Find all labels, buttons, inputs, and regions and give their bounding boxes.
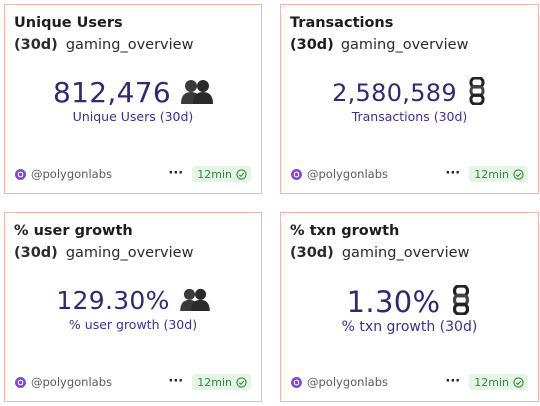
- badge-label: 12min: [197, 375, 232, 389]
- card-title[interactable]: % user growth: [14, 223, 133, 239]
- check-circle-icon: [513, 376, 524, 388]
- card-footer: @polygonlabs ··· 12min: [15, 373, 251, 391]
- polygon-logo-icon: [291, 376, 302, 388]
- card-subtitle-prefix: (30d): [14, 245, 58, 261]
- metric-value: 2,580,589: [332, 79, 457, 107]
- metric-value: 1.30%: [346, 285, 441, 319]
- card-header: % user growth (30d) gaming_overview: [14, 220, 253, 264]
- counter-card-user-growth[interactable]: % user growth (30d) gaming_overview 129.3…: [4, 212, 262, 402]
- chain-emoji-icon: [467, 76, 487, 109]
- card-header: Unique Users (30d) gaming_overview: [14, 12, 253, 56]
- card-footer: @polygonlabs ··· 12min: [291, 373, 528, 391]
- card-subtitle-prefix: (30d): [290, 245, 334, 261]
- badge-label: 12min: [474, 375, 509, 389]
- card-subtitle[interactable]: gaming_overview: [341, 245, 470, 261]
- card-footer: @polygonlabs ··· 12min: [291, 165, 528, 183]
- metric-caption: Unique Users (30d): [72, 109, 194, 124]
- author-name: @polygonlabs: [307, 375, 388, 389]
- metric-caption: Transactions (30d): [351, 109, 468, 124]
- more-options-button[interactable]: ···: [445, 166, 461, 181]
- metric-block: 1.30% % txn growth (30d): [281, 284, 538, 335]
- card-subtitle[interactable]: gaming_overview: [65, 245, 194, 261]
- check-circle-icon: [513, 168, 524, 180]
- card-header: Transactions (30d) gaming_overview: [290, 12, 530, 56]
- card-header: % txn growth (30d) gaming_overview: [290, 220, 530, 264]
- card-footer: @polygonlabs ··· 12min: [15, 165, 251, 183]
- badge-label: 12min: [474, 167, 509, 181]
- polygon-logo-icon: [15, 168, 26, 180]
- counter-card-unique-users[interactable]: Unique Users (30d) gaming_overview 812,47…: [4, 4, 262, 194]
- more-options-button[interactable]: ···: [445, 374, 461, 389]
- card-subtitle[interactable]: gaming_overview: [340, 37, 469, 53]
- author-name: @polygonlabs: [31, 167, 112, 181]
- more-options-button[interactable]: ···: [168, 374, 184, 389]
- more-options-button[interactable]: ···: [168, 166, 184, 181]
- metric-block: 812,476 Unique Users (30d): [5, 77, 261, 125]
- badge-label: 12min: [197, 167, 232, 181]
- card-title[interactable]: Transactions (30d): [290, 15, 394, 53]
- author-link[interactable]: @polygonlabs: [291, 375, 388, 389]
- metric-block: 2,580,589 Transactions (30d): [281, 76, 538, 125]
- polygon-logo-icon: [291, 168, 302, 180]
- author-link[interactable]: @polygonlabs: [291, 167, 388, 181]
- card-subtitle-prefix: (30d): [14, 37, 58, 53]
- refresh-status-badge[interactable]: 12min: [192, 374, 251, 390]
- users-emoji-icon: [180, 78, 213, 108]
- refresh-status-badge[interactable]: 12min: [192, 166, 251, 182]
- author-name: @polygonlabs: [307, 167, 388, 181]
- metric-value: 129.30%: [56, 286, 170, 315]
- metric-block: 129.30% % user growth (30d): [5, 285, 261, 333]
- card-title[interactable]: Unique Users: [14, 15, 123, 31]
- card-title[interactable]: % txn growth: [290, 223, 400, 239]
- card-subtitle[interactable]: gaming_overview: [65, 37, 194, 53]
- polygon-logo-icon: [15, 376, 26, 388]
- metric-caption: % txn growth (30d): [341, 319, 478, 335]
- check-circle-icon: [236, 376, 247, 388]
- counter-card-transactions[interactable]: Transactions (30d) gaming_overview 2,580,…: [280, 4, 539, 194]
- author-link[interactable]: @polygonlabs: [15, 167, 112, 181]
- refresh-status-badge[interactable]: 12min: [469, 374, 528, 390]
- author-name: @polygonlabs: [31, 375, 112, 389]
- counter-card-txn-growth[interactable]: % txn growth (30d) gaming_overview 1.30% …: [280, 212, 539, 402]
- metric-caption: % user growth (30d): [68, 317, 198, 332]
- author-link[interactable]: @polygonlabs: [15, 375, 112, 389]
- refresh-status-badge[interactable]: 12min: [469, 166, 528, 182]
- chain-emoji-icon: [450, 284, 472, 319]
- check-circle-icon: [236, 168, 247, 180]
- users-emoji-icon: [179, 287, 210, 315]
- metric-value: 812,476: [53, 76, 171, 109]
